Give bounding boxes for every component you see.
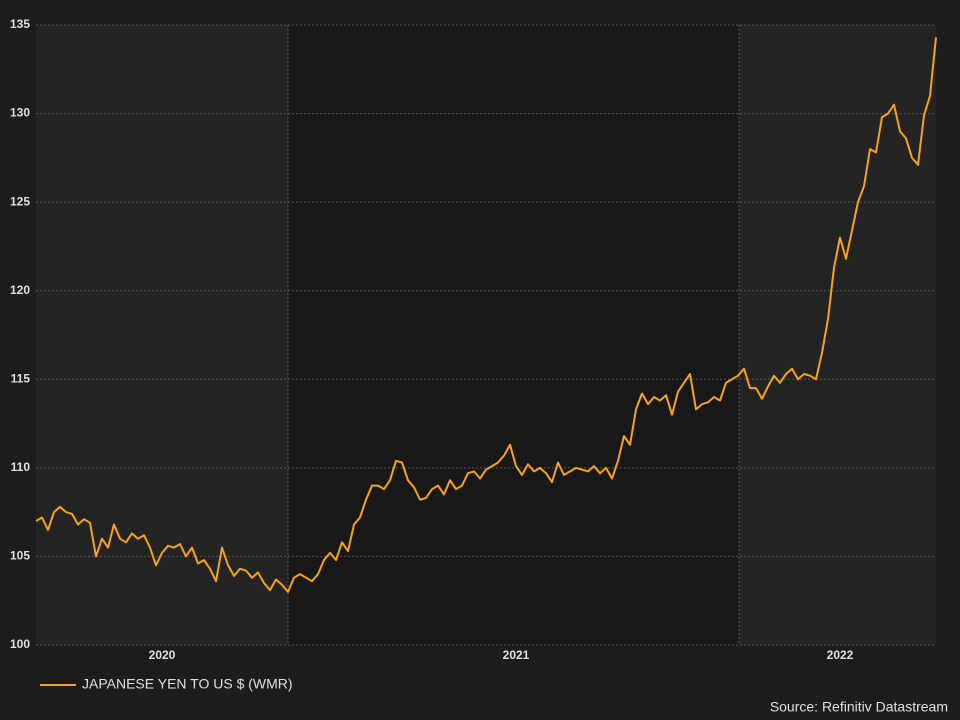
x-tick-label: 2020 [149,648,176,662]
x-tick-label: 2022 [827,648,854,662]
y-tick-label: 110 [11,460,31,474]
y-tick-label: 105 [10,549,30,563]
plot-band [739,25,936,645]
plot-band [288,25,739,645]
source-note: Source: Refinitiv Datastream [770,699,948,715]
y-tick-label: 120 [10,283,30,297]
y-tick-label: 130 [10,106,30,120]
y-tick-label: 115 [11,371,31,385]
y-tick-label: 135 [10,17,30,31]
x-tick-label: 2021 [503,648,530,662]
y-tick-label: 125 [10,194,30,208]
plot-band [36,25,288,645]
y-tick-label: 100 [10,637,30,651]
series-line [35,37,937,593]
legend-label: JAPANESE YEN TO US $ (WMR) [82,676,293,692]
